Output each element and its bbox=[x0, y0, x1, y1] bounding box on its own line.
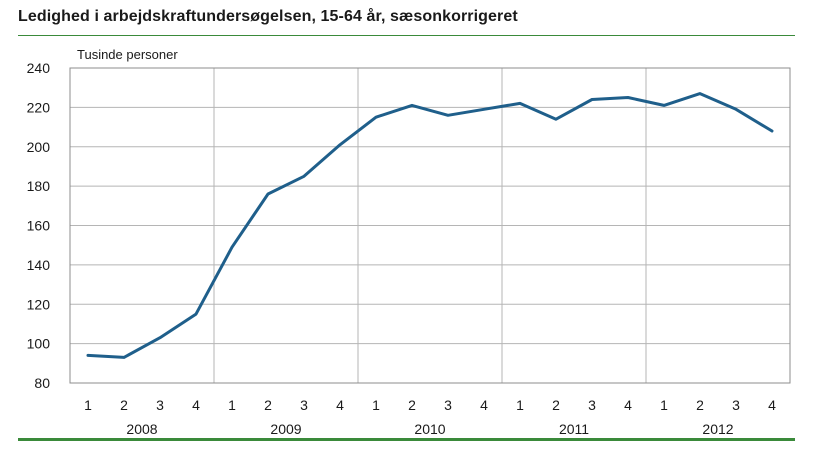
x-tick-label-9: 2 bbox=[408, 397, 416, 413]
chart-title: Ledighed i arbejdskraftundersøgelsen, 15… bbox=[18, 8, 518, 25]
data-point-0-15 bbox=[626, 96, 630, 99]
series-line-0 bbox=[86, 92, 774, 359]
x-tick-label-4: 1 bbox=[228, 397, 236, 413]
x-tick-label-6: 3 bbox=[300, 397, 308, 413]
y-tick-label-5: 180 bbox=[27, 178, 51, 194]
x-tick-label-18: 3 bbox=[732, 397, 740, 413]
x-tick-labels: 1 2 3 4 1 2 3 4 1 2 3 4 1 2 3 4 1 2 3 4 bbox=[84, 397, 776, 413]
year-label-2009: 2009 bbox=[270, 421, 301, 437]
x-tick-label-8: 1 bbox=[372, 397, 380, 413]
y-tick-label-2: 120 bbox=[27, 296, 51, 312]
x-tick-label-1: 2 bbox=[120, 397, 128, 413]
year-labels: 2008 2009 2010 2011 2012 bbox=[126, 421, 733, 437]
data-point-0-1 bbox=[122, 356, 126, 359]
data-point-0-16 bbox=[662, 104, 666, 107]
data-point-0-2 bbox=[158, 336, 162, 339]
data-point-0-10 bbox=[446, 114, 450, 117]
year-label-2008: 2008 bbox=[126, 421, 157, 437]
data-point-0-19 bbox=[770, 129, 774, 133]
year-label-2010: 2010 bbox=[414, 421, 445, 437]
data-point-0-18 bbox=[734, 108, 738, 111]
data-point-0-7 bbox=[338, 143, 342, 146]
plot-frame bbox=[69, 67, 791, 384]
bottom-divider bbox=[18, 438, 795, 441]
y-tick-label-4: 160 bbox=[27, 218, 51, 234]
x-tick-label-0: 1 bbox=[84, 397, 92, 413]
y-tick-label-6: 200 bbox=[27, 139, 51, 155]
x-tick-label-15: 4 bbox=[624, 397, 632, 413]
data-point-0-12 bbox=[518, 102, 522, 105]
y-tick-label-7: 220 bbox=[27, 99, 51, 115]
data-point-0-3 bbox=[194, 312, 198, 316]
data-point-0-4 bbox=[230, 245, 234, 249]
data-point-0-14 bbox=[590, 98, 594, 101]
data-point-0-5 bbox=[266, 192, 270, 196]
x-tick-label-3: 4 bbox=[192, 397, 200, 413]
data-point-0-17 bbox=[698, 92, 702, 95]
year-label-2011: 2011 bbox=[559, 421, 589, 437]
x-tick-label-5: 2 bbox=[264, 397, 272, 413]
y-tick-label-8: 240 bbox=[27, 60, 51, 76]
grid-lines bbox=[70, 68, 790, 383]
x-tick-label-10: 3 bbox=[444, 397, 452, 413]
data-point-0-8 bbox=[374, 116, 378, 119]
data-point-0-0 bbox=[86, 354, 90, 357]
data-point-0-13 bbox=[554, 117, 558, 121]
data-point-0-9 bbox=[410, 104, 414, 107]
x-tick-label-16: 1 bbox=[660, 397, 668, 413]
x-tick-label-11: 4 bbox=[480, 397, 488, 413]
y-tick-label-0: 80 bbox=[34, 375, 50, 391]
x-tick-label-19: 4 bbox=[768, 397, 776, 413]
x-tick-label-17: 2 bbox=[696, 397, 704, 413]
plot-border bbox=[69, 67, 791, 384]
y-axis-label: Tusinde personer bbox=[77, 47, 178, 62]
data-point-0-11 bbox=[482, 108, 486, 111]
x-tick-label-12: 1 bbox=[516, 397, 524, 413]
data-point-0-6 bbox=[302, 175, 306, 178]
x-tick-label-7: 4 bbox=[336, 397, 344, 413]
x-tick-label-13: 2 bbox=[552, 397, 560, 413]
y-tick-label-1: 100 bbox=[27, 336, 51, 352]
top-divider bbox=[18, 35, 795, 36]
series-group bbox=[86, 92, 774, 359]
x-tick-label-14: 3 bbox=[588, 397, 596, 413]
x-tick-label-2: 3 bbox=[156, 397, 164, 413]
y-tick-label-3: 140 bbox=[27, 257, 51, 273]
year-label-2012: 2012 bbox=[702, 421, 733, 437]
y-tick-labels: 80 100 120 140 160 180 200 220 240 bbox=[27, 60, 51, 391]
